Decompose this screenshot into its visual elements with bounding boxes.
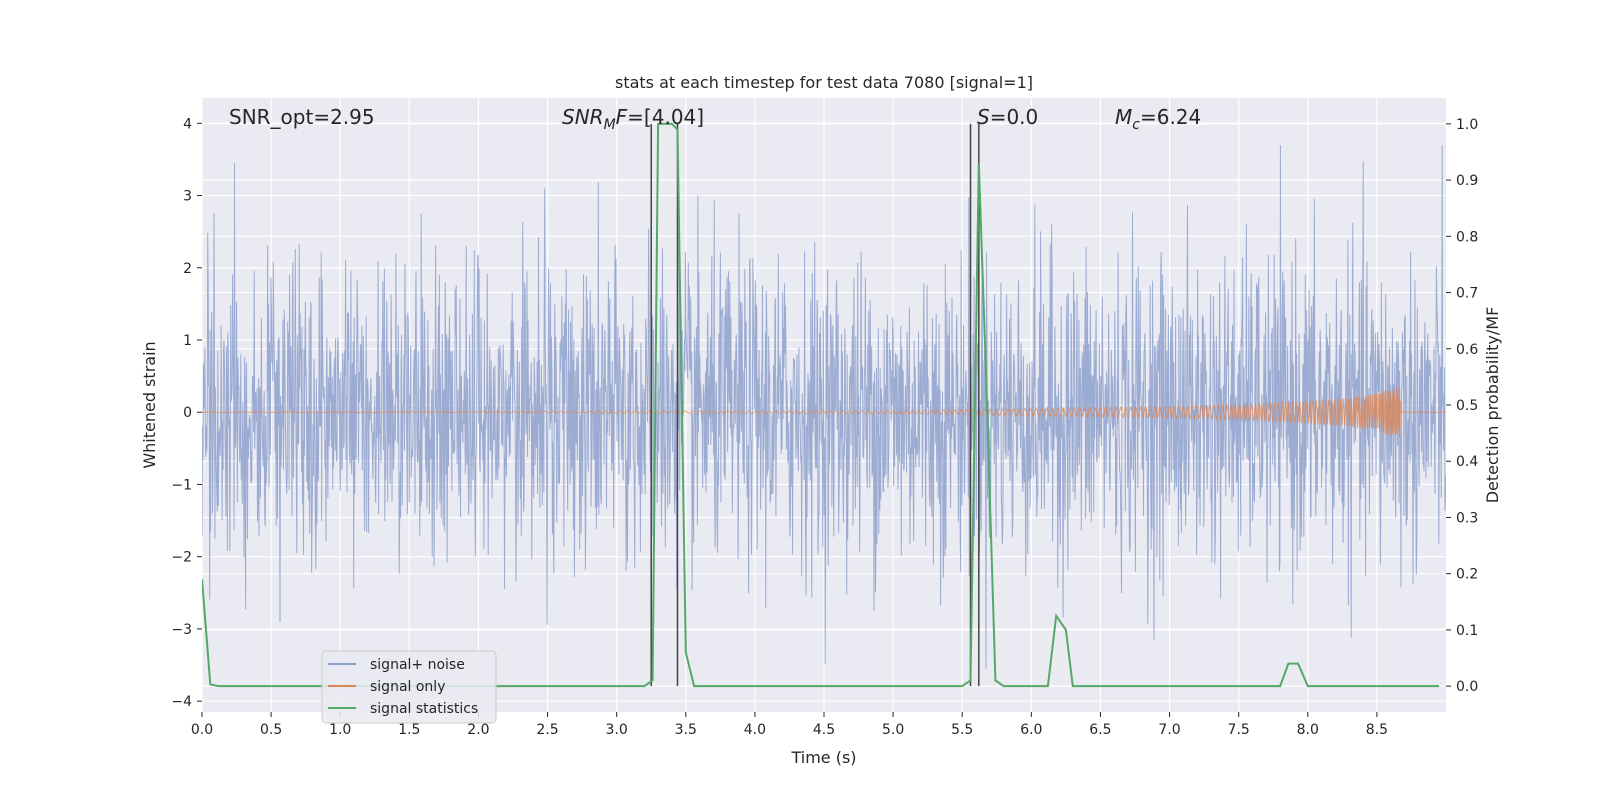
y-right-tick-label: 0.5 [1456,398,1478,414]
y-left-tick-label: 3 [183,189,192,205]
y-right-tick-label: 0.6 [1456,342,1478,358]
y-right-tick-label: 0.7 [1456,286,1478,302]
x-tick-label: 5.0 [882,722,904,738]
y-right-tick-label: 0.9 [1456,173,1478,189]
x-tick-label: 4.5 [813,722,835,738]
y-left-axis-ticks: 4 3 2 1 0 −1 −2 −3 −4 [171,116,202,710]
annotation-snr-opt: SNR_opt=2.95 [229,105,375,129]
y-left-tick-label: 0 [183,405,192,421]
x-tick-label: 0.0 [191,722,213,738]
legend-label-signal-statistics: signal statistics [370,701,478,717]
y-right-tick-label: 1.0 [1456,117,1478,133]
x-tick-label: 8.5 [1366,722,1388,738]
y-right-tick-label: 0.4 [1456,454,1478,470]
mc-value: =6.24 [1140,105,1201,129]
x-tick-label: 5.5 [951,722,973,738]
x-tick-label: 7.0 [1158,722,1180,738]
y-right-tick-label: 0.2 [1456,567,1478,583]
legend-label-signal-noise: signal+ noise [370,657,465,673]
y-right-axis-label: Detection probability/MF [1483,307,1502,504]
annotation-snr-mf: SNRMF=[4.04] [562,105,704,133]
x-tick-label: 8.0 [1297,722,1319,738]
snr-mf-symbol-2: F [616,105,628,129]
chart-title: stats at each timestep for test data 708… [615,73,1033,92]
y-left-tick-label: 4 [183,116,192,132]
y-left-axis-label: Whitened strain [140,341,159,468]
x-tick-label: 6.0 [1020,722,1042,738]
y-left-tick-label: −4 [171,694,192,710]
legend-frame [321,650,497,724]
series-signal-noise [202,144,1446,669]
y-left-tick-label: −2 [171,550,192,566]
y-right-tick-label: 0.0 [1456,679,1478,695]
y-right-axis-ticks: 1.0 0.9 0.8 0.7 0.6 0.5 0.4 0.3 0.2 0.1 0.0 [1446,117,1478,695]
s-symbol: S [977,105,990,129]
x-tick-label: 3.5 [675,722,697,738]
mc-symbol: M [1115,105,1132,129]
y-right-tick-label: 0.8 [1456,229,1478,245]
legend-label-signal-only: signal only [370,679,445,695]
annotation-mc: Mc=6.24 [1115,105,1201,133]
x-tick-label: 2.5 [536,722,558,738]
x-tick-label: 6.5 [1089,722,1111,738]
x-tick-label: 1.5 [398,722,420,738]
annotation-s: S=0.0 [977,105,1038,129]
y-left-tick-label: 1 [183,333,192,349]
x-tick-label: 7.5 [1228,722,1250,738]
y-left-tick-label: 2 [183,261,192,277]
x-tick-label: 0.5 [260,722,282,738]
snr-mf-subscript: M [604,117,616,133]
series-signal-statistics [202,122,1440,688]
mc-subscript: c [1132,117,1140,133]
snr-mf-symbol: SNR [562,105,604,129]
marker-lines [650,123,980,687]
legend: signal+ noise signal only signal statist… [321,650,497,724]
series-signal-only [202,387,1446,437]
x-axis-ticks: 0.0 0.5 1.0 1.5 2.0 2.5 3.0 3.5 4.0 4.5 5.0 5.5 6.0 6… [191,712,1388,738]
x-tick-label: 1.0 [329,722,351,738]
y-right-tick-label: 0.1 [1456,623,1478,639]
x-axis-label: Time (s) [790,748,856,767]
y-right-tick-label: 0.3 [1456,510,1478,526]
y-left-tick-label: −3 [171,622,192,638]
s-value: =0.0 [990,105,1039,129]
x-tick-label: 3.0 [606,722,628,738]
x-tick-label: 2.0 [467,722,489,738]
x-tick-label: 4.0 [744,722,766,738]
y-left-tick-label: −1 [171,477,192,493]
snr-mf-value: =[4.04] [627,105,704,129]
